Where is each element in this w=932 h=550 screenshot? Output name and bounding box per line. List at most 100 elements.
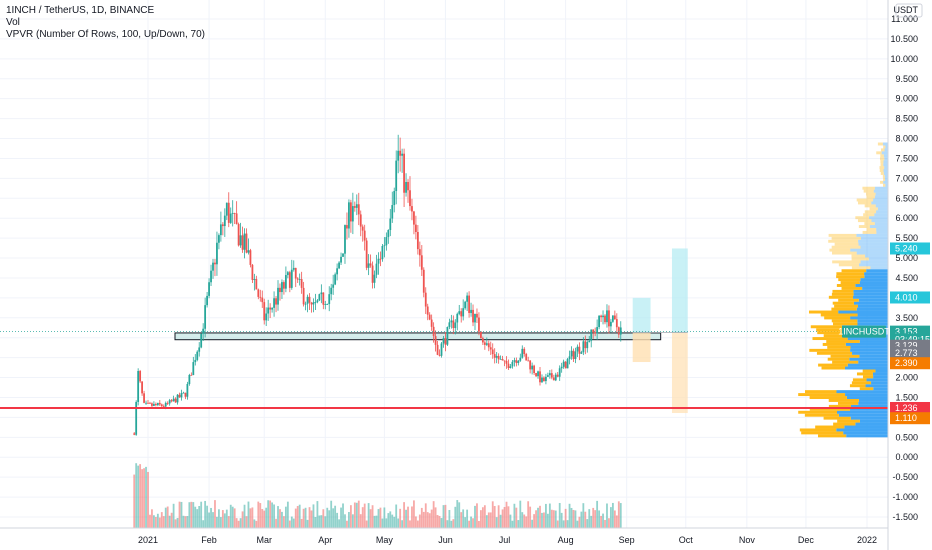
- candle-body: [225, 202, 228, 216]
- candle: [314, 293, 317, 311]
- volume-bar: [275, 518, 277, 528]
- candle-body: [617, 327, 620, 335]
- volume-bar: [507, 506, 510, 528]
- volume-bar: [302, 508, 305, 528]
- candle-body: [308, 296, 311, 303]
- volume-bar: [501, 509, 504, 528]
- candle-body: [200, 333, 203, 348]
- candle: [588, 335, 591, 343]
- volume-bar: [288, 520, 291, 528]
- volume-bar: [239, 518, 242, 528]
- y-tick-label: 3.500: [895, 313, 918, 323]
- volume-bar: [363, 503, 366, 528]
- candle: [446, 326, 449, 347]
- candle: [346, 212, 348, 240]
- profile-row-down: [883, 183, 886, 187]
- candle: [409, 176, 411, 211]
- candle: [233, 212, 236, 225]
- profile-row-up: [883, 154, 888, 158]
- volume-bar: [403, 502, 405, 528]
- candle-body: [546, 375, 549, 377]
- candle-body: [456, 313, 459, 323]
- candle: [533, 364, 535, 375]
- candle: [478, 312, 480, 336]
- volume-bar: [338, 519, 340, 528]
- candle: [371, 261, 374, 289]
- profile-row-up: [874, 222, 888, 226]
- volume-bar: [149, 514, 151, 528]
- profile-row-up: [846, 396, 888, 399]
- candle-body: [314, 302, 317, 303]
- candle-body: [426, 306, 429, 315]
- candle-body: [600, 315, 602, 318]
- volume-bar: [196, 509, 199, 528]
- volume-bar: [509, 514, 512, 528]
- volume-bar: [312, 504, 315, 528]
- volume-bar: [432, 501, 435, 528]
- candle-body: [464, 301, 467, 309]
- volume-bar: [269, 500, 272, 528]
- volume-indicator-label[interactable]: Vol: [6, 17, 20, 28]
- candle-body: [566, 359, 569, 369]
- volume-bar: [277, 506, 279, 528]
- profile-row-up: [885, 145, 888, 149]
- candle-body: [446, 327, 449, 345]
- candle-body: [180, 393, 183, 398]
- candle-body: [245, 233, 248, 253]
- candle: [275, 296, 277, 313]
- volume-bar: [474, 505, 476, 528]
- profile-row-down: [804, 390, 837, 394]
- volume-bar: [562, 520, 565, 528]
- candle: [619, 321, 622, 342]
- candle-body: [340, 256, 342, 263]
- volume-bar: [218, 509, 220, 528]
- candle: [229, 207, 232, 224]
- volume-bar: [373, 515, 376, 528]
- profile-row-down: [833, 422, 856, 426]
- candle-body: [296, 278, 299, 280]
- profile-row-up: [859, 354, 888, 358]
- profile-row-down: [831, 236, 861, 240]
- volume-bar: [568, 503, 571, 528]
- profile-row-up: [881, 151, 888, 155]
- candle-body: [578, 346, 581, 354]
- candle-body: [493, 354, 496, 358]
- price-tag-target: [890, 291, 930, 304]
- candle-body: [168, 400, 171, 404]
- candle: [442, 335, 445, 348]
- candle: [610, 318, 612, 333]
- candle: [456, 312, 459, 331]
- candle: [416, 225, 419, 255]
- volume-bar: [334, 505, 337, 528]
- profile-row-down: [816, 351, 853, 355]
- symbol-title[interactable]: 1INCH / TetherUS, 1D, BINANCE: [6, 5, 155, 16]
- candle: [247, 238, 250, 255]
- volume-bar: [219, 517, 222, 528]
- volume-bar: [324, 516, 327, 528]
- volume-bar: [330, 500, 333, 528]
- profile-row-up: [864, 275, 888, 279]
- volume-bar: [231, 506, 234, 528]
- candle-body: [151, 403, 153, 406]
- candle-body: [434, 336, 437, 345]
- candle-body: [212, 262, 214, 271]
- volume-bar: [584, 511, 587, 528]
- candle: [537, 370, 539, 379]
- candle: [546, 372, 549, 377]
- candle: [608, 305, 610, 334]
- profile-row-down: [832, 289, 854, 293]
- candle: [235, 201, 238, 225]
- volume-bar: [401, 520, 404, 528]
- candle: [413, 210, 415, 235]
- profile-row-down: [862, 375, 874, 379]
- vpvr-indicator-label[interactable]: VPVR (Number Of Rows, 100, Up/Down, 70): [6, 29, 205, 40]
- volume-bar: [572, 509, 575, 528]
- candle-body: [527, 360, 530, 362]
- candle: [206, 291, 208, 308]
- volume-bar: [462, 509, 465, 528]
- profile-row-down: [877, 142, 883, 146]
- candle: [210, 264, 212, 286]
- profile-row-up: [856, 251, 888, 255]
- candle: [556, 372, 559, 378]
